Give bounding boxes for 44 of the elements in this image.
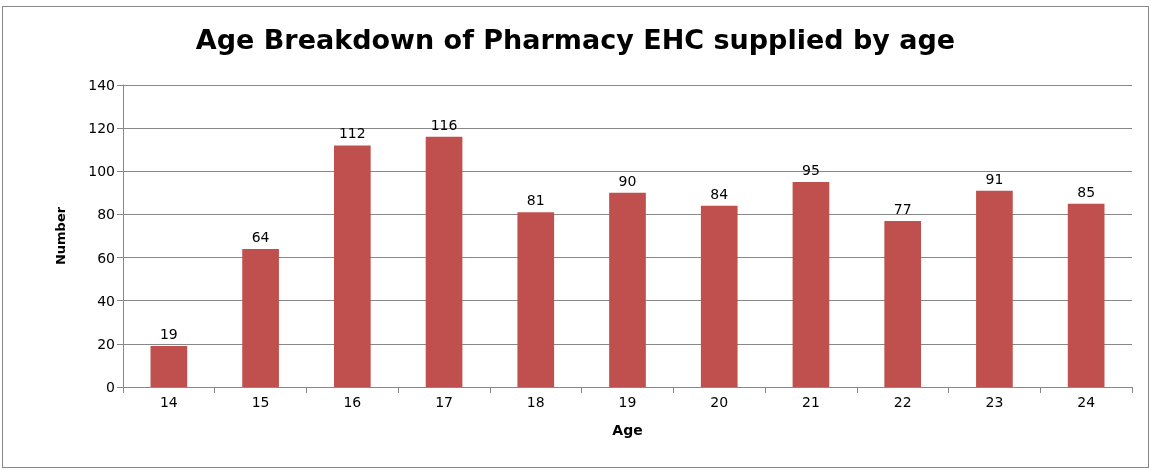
x-tick-label: 16 [343, 394, 362, 410]
bar [150, 346, 188, 387]
y-tick-label: 120 [88, 120, 115, 137]
bar [976, 190, 1013, 387]
bar [1067, 203, 1105, 387]
x-axis-title: Age [612, 422, 643, 438]
x-tick-label: 14 [159, 394, 178, 410]
data-label: 116 [430, 116, 458, 133]
bar [242, 248, 279, 387]
y-tick-label: 20 [97, 335, 115, 352]
bar [425, 136, 463, 387]
y-tick-label: 80 [97, 206, 115, 223]
x-tick-label: 19 [618, 394, 637, 410]
bar [517, 212, 555, 387]
chart-title: Age Breakdown of Pharmacy EHC supplied by age [195, 24, 956, 55]
x-tick-label: 24 [1077, 394, 1096, 410]
y-tick-label: 100 [88, 163, 115, 180]
y-tick-label: 0 [106, 379, 115, 395]
y-axis-title: Number [53, 206, 68, 266]
bar [609, 192, 646, 387]
y-tick-label: 60 [97, 249, 115, 266]
y-tick-label: 40 [97, 292, 115, 309]
bar [333, 145, 371, 387]
x-tick-label: 20 [710, 394, 729, 410]
bar [792, 182, 830, 387]
x-tick-label: 18 [526, 394, 545, 410]
data-label: 81 [526, 192, 545, 209]
x-tick-label: 23 [985, 394, 1004, 410]
data-label: 95 [802, 162, 820, 179]
x-tick-label: 17 [435, 394, 453, 410]
x-tick-label: 22 [893, 394, 912, 410]
x-tick-label: 21 [802, 394, 820, 410]
data-label: 84 [710, 185, 729, 202]
bar [884, 220, 922, 387]
data-label: 64 [251, 228, 270, 245]
data-label: 91 [985, 170, 1004, 187]
data-label: 77 [893, 200, 912, 217]
data-label: 19 [159, 326, 178, 343]
data-label: 90 [618, 172, 637, 189]
x-tick-label: 15 [251, 394, 270, 410]
bar [700, 205, 738, 387]
y-tick-label: 140 [88, 77, 115, 93]
data-label: 85 [1077, 183, 1096, 200]
data-label: 112 [338, 125, 366, 142]
